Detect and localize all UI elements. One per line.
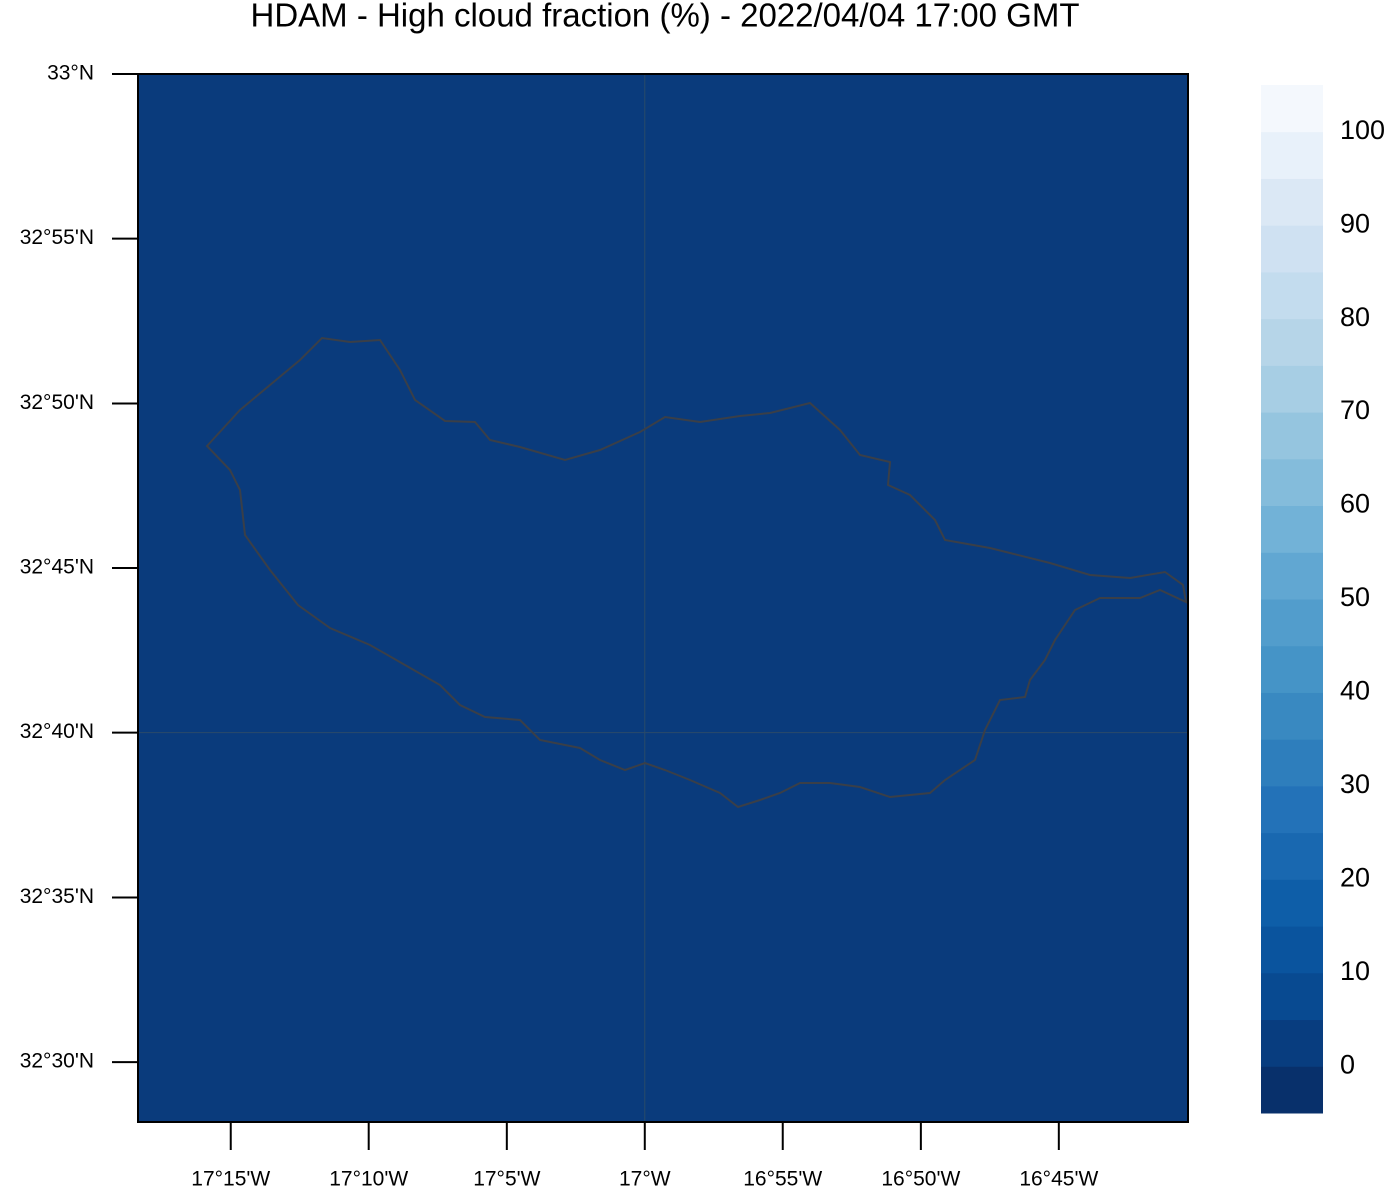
lon-tick-label: 16°55'W	[743, 1168, 822, 1189]
colorbar-band	[1261, 458, 1323, 507]
colorbar-label: 20	[1340, 862, 1370, 892]
colorbar-band	[1261, 552, 1323, 600]
lat-tick-label: 32°40'N	[20, 720, 94, 743]
lon-tick-label: 16°45'W	[1019, 1168, 1098, 1189]
colorbar-label: 80	[1340, 302, 1370, 332]
colorbar-band	[1261, 926, 1323, 974]
lon-tick-label: 17°15'W	[191, 1168, 270, 1189]
colorbar-label: 100	[1340, 115, 1385, 145]
colorbar-band	[1261, 365, 1323, 413]
map-frame	[137, 73, 1189, 1123]
lat-tick-label: 33°N	[47, 62, 94, 85]
colorbar-band	[1261, 318, 1323, 366]
lon-tick-label: 17°W	[619, 1168, 671, 1189]
colorbar-band	[1261, 599, 1323, 647]
colorbar-band	[1261, 645, 1323, 693]
colorbar-band	[1261, 225, 1323, 273]
colorbar-band	[1261, 692, 1323, 740]
lat-tick-label: 32°50'N	[20, 391, 94, 414]
colorbar-label: 40	[1340, 676, 1370, 706]
cloud-field	[138, 74, 1188, 1122]
colorbar-band	[1261, 879, 1323, 927]
lon-tick-label: 17°5'W	[473, 1168, 540, 1189]
colorbar-band	[1261, 739, 1323, 787]
colorbar-label: 90	[1340, 208, 1370, 238]
colorbar-band	[1261, 505, 1323, 553]
colorbar-band	[1261, 785, 1323, 834]
colorbar-band	[1261, 85, 1323, 133]
lat-tick-label: 32°45'N	[20, 556, 94, 579]
colorbar-band	[1261, 972, 1323, 1021]
lat-tick-label: 32°55'N	[20, 226, 94, 249]
colorbar-band	[1261, 412, 1323, 460]
colorbar-label: 70	[1340, 395, 1370, 425]
title: HDAM - High cloud fraction (%) - 2022/04…	[250, 0, 1079, 34]
colorbar-band	[1261, 832, 1323, 880]
colorbar-band	[1261, 1066, 1323, 1114]
colorbar-label: 50	[1340, 582, 1370, 612]
lon-tick-label: 16°50'W	[881, 1168, 960, 1189]
lat-tick-label: 32°30'N	[20, 1050, 94, 1073]
colorbar-band	[1261, 131, 1323, 179]
colorbar-band	[1261, 271, 1323, 320]
colorbar-label: 30	[1340, 769, 1370, 799]
colorbar-label: 10	[1340, 956, 1370, 986]
coastline	[205, 336, 1188, 809]
colorbar-band	[1261, 178, 1323, 226]
colorbar-band	[1261, 1019, 1323, 1067]
colorbar-label: 0	[1340, 1049, 1355, 1079]
colorbar-label: 60	[1340, 489, 1370, 519]
lon-tick-label: 17°10'W	[329, 1168, 408, 1189]
lat-tick-label: 32°35'N	[20, 885, 94, 908]
